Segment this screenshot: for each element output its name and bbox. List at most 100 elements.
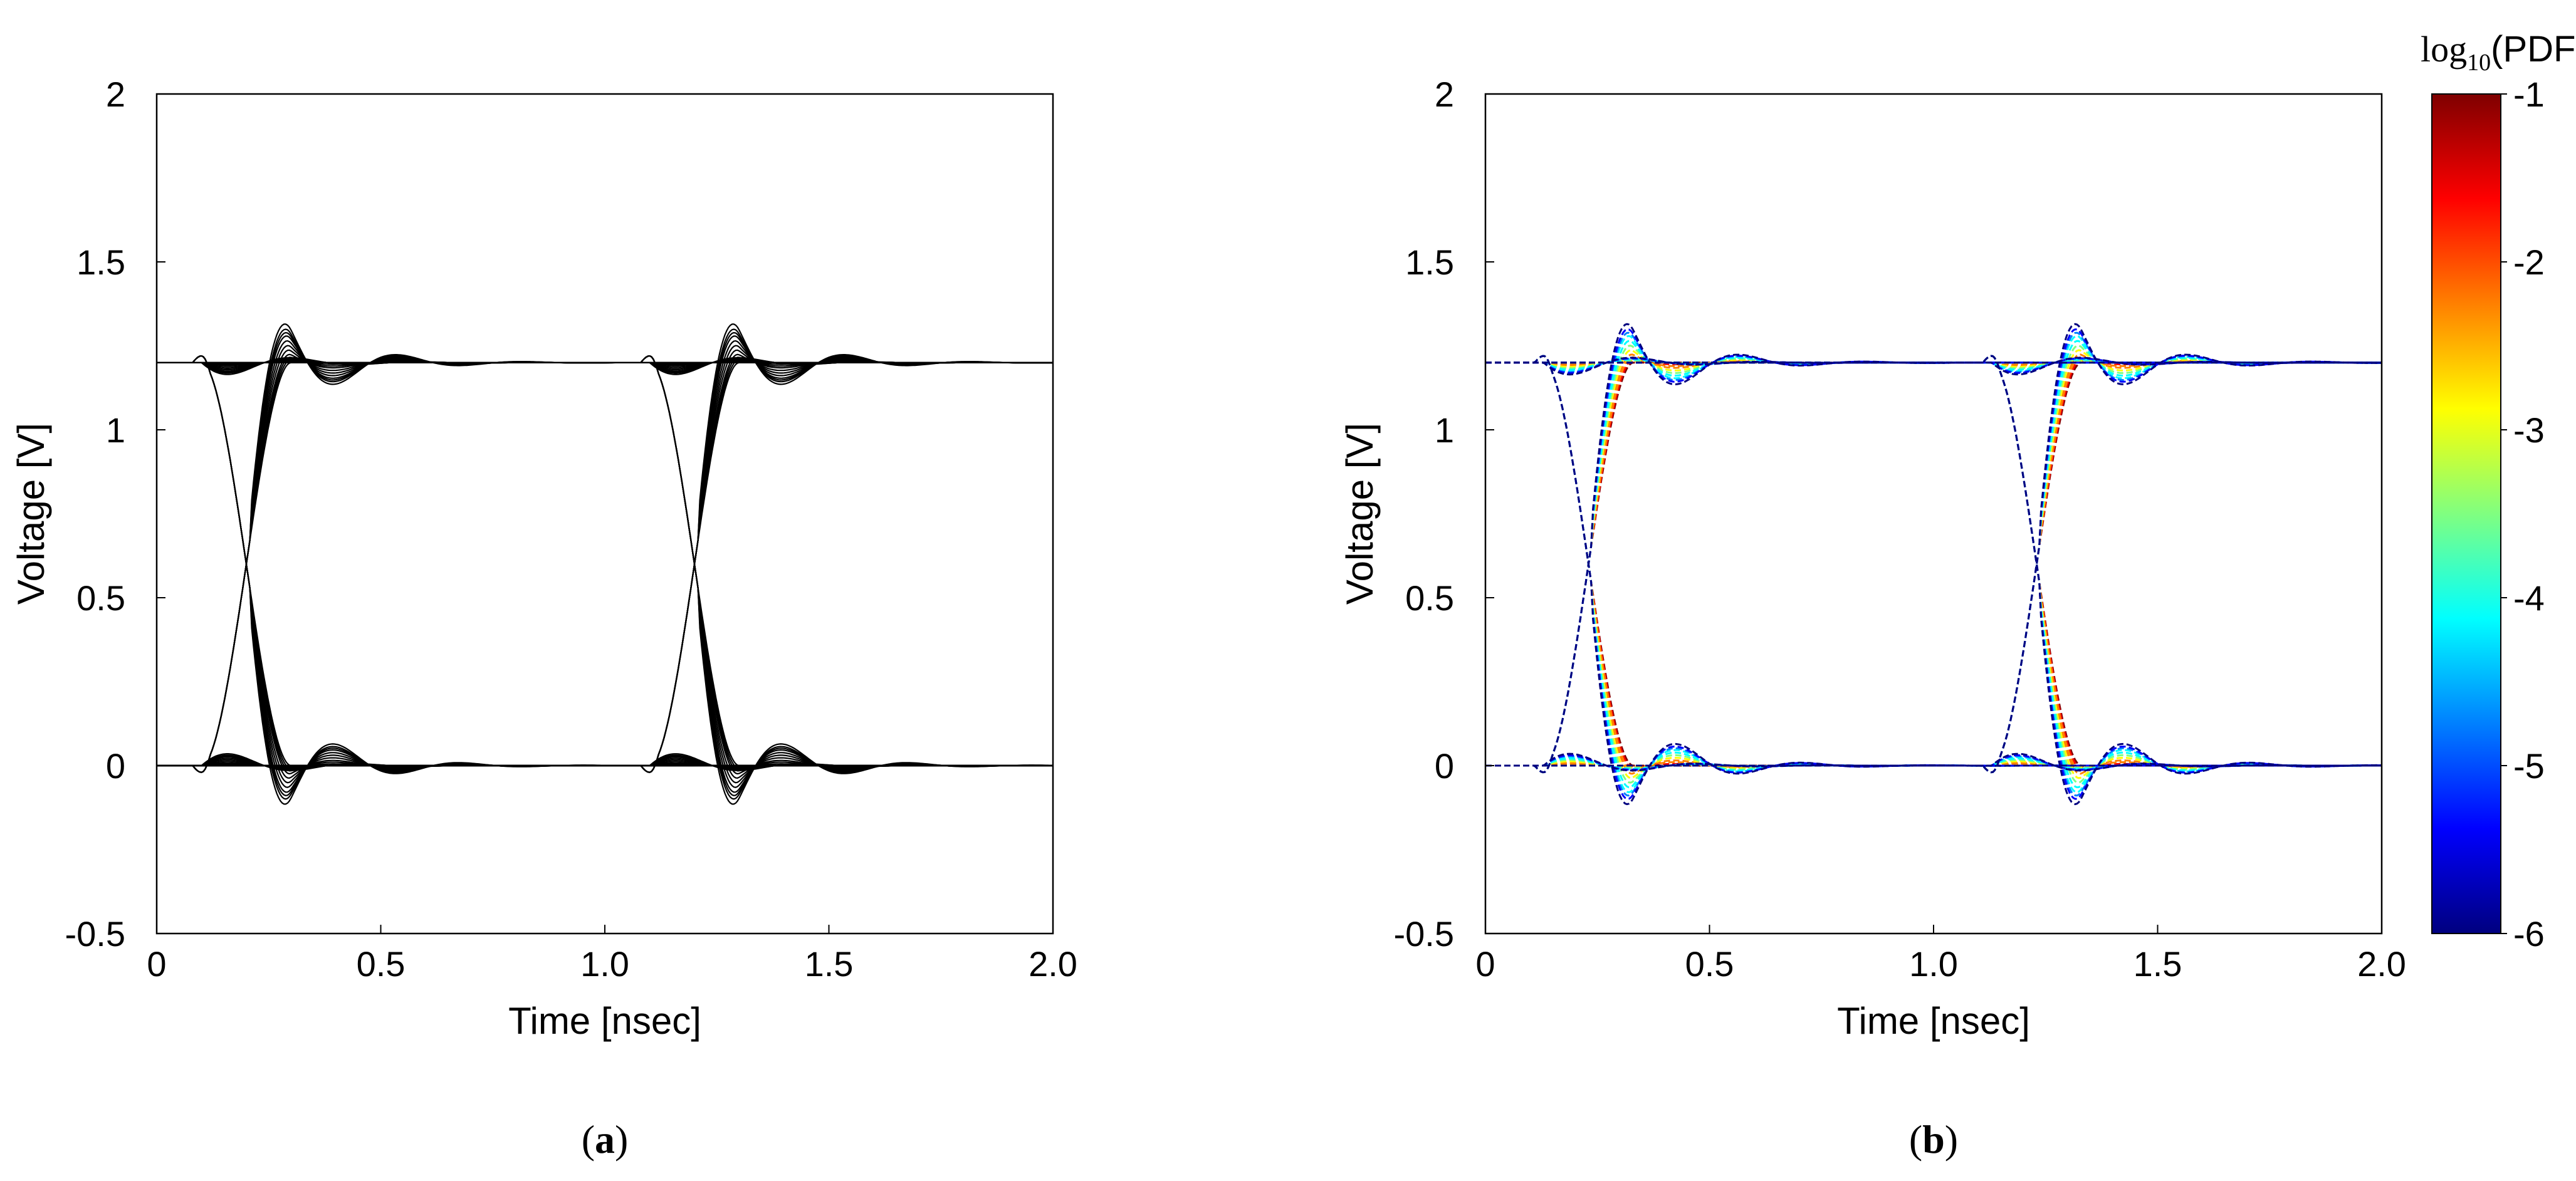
trace-line: [157, 355, 1053, 788]
trace-line: [157, 331, 1053, 773]
trace-line: [157, 331, 1053, 773]
trace-line: [157, 355, 1053, 796]
trace-line: [157, 335, 1053, 773]
trace-line: [157, 323, 1053, 773]
trace-line: [157, 355, 1053, 775]
panel-b-traces: [1485, 323, 2382, 806]
trace-line: [1485, 356, 2382, 774]
colorbar-tick-label: -1: [2513, 75, 2545, 114]
x-tick-label: 2.0: [1029, 944, 1077, 984]
trace-line: [157, 359, 1053, 773]
trace-line: [157, 349, 1053, 773]
trace-line: [157, 355, 1053, 767]
trace-line: [157, 355, 1053, 769]
trace-line: [1485, 355, 2382, 769]
trace-line: [157, 355, 1053, 772]
panel-a-caption-letter: a: [595, 1117, 615, 1162]
trace-line: [157, 355, 1053, 800]
trace-line: [1485, 355, 2382, 800]
trace-line: [1485, 355, 2382, 789]
trace-line: [1485, 355, 2382, 800]
trace-line: [157, 356, 1053, 773]
trace-line: [157, 752, 1053, 772]
panel-b-caption-letter: b: [1922, 1117, 1945, 1162]
panel-a-plot-frame: [155, 93, 1054, 935]
trace-line: [157, 340, 1053, 773]
x-tick-label: 2.0: [2357, 944, 2406, 984]
colorbar-ticks: -1 -2 -3 -4 -5 -6: [2501, 75, 2545, 954]
trace-line: [1485, 355, 2382, 773]
trace-line: [157, 355, 1053, 784]
y-tick-label: 2: [1435, 75, 1454, 114]
panel-a-y-axis-label: Voltage [V]: [10, 423, 52, 605]
trace-line: [1485, 335, 2382, 774]
trace-line: [1485, 355, 2382, 797]
trace-line: [157, 355, 1053, 772]
y-tick-label: 1.5: [76, 242, 125, 282]
trace-line: [157, 355, 1053, 800]
trace-line: [1485, 349, 2382, 774]
trace-line: [157, 362, 1053, 773]
trace-line: [1485, 359, 2382, 774]
x-tick-label: 1.0: [1909, 944, 1958, 984]
trace-line: [157, 328, 1053, 773]
trace-line: [157, 355, 1053, 793]
trace-line: [1485, 340, 2382, 774]
trace-line: [157, 356, 1053, 375]
trace-line: [157, 355, 1053, 767]
colorbar-title-pdf: (PDF): [2491, 29, 2576, 70]
x-tick-label: 0: [1475, 944, 1495, 984]
trace-line: [1485, 355, 2382, 767]
trace-line: [1485, 328, 2382, 774]
trace-line: [157, 335, 1053, 773]
panel-a-x-axis-label: Time [nsec]: [508, 1000, 701, 1042]
panel-a-x-ticks: 0 0.5 1.0 1.5 2.0: [147, 925, 1077, 984]
panel-a-chart: 0 0.5 1.0 1.5 2.0 -0.500.511.52 Time [nsec] …: [10, 75, 1077, 1162]
panel-b-x-axis-label: Time [nsec]: [1837, 1000, 2030, 1042]
y-tick-label: -0.5: [1394, 914, 1455, 954]
trace-line: [157, 355, 1053, 784]
panel-a-traces: [157, 323, 1053, 805]
trace-line: [157, 323, 1053, 773]
trace-line: [157, 345, 1053, 773]
trace-line: [1485, 331, 2382, 774]
panel-b-chart: 0 0.5 1.0 1.5 2.0 -0.500.511.52 Time [nsec] …: [1339, 29, 2576, 1162]
y-tick-label: 0.5: [1405, 578, 1454, 618]
trace-line: [1485, 345, 2382, 774]
x-tick-label: 0.5: [1685, 944, 1734, 984]
trace-line: [1485, 356, 2382, 774]
panel-a-y-ticks: -0.5 0 0.5 1 1.5 2: [65, 75, 165, 954]
trace-line: [1485, 328, 2382, 774]
trace-line: [157, 355, 1053, 788]
trace-line: [1485, 356, 2382, 376]
trace-line: [1485, 359, 2382, 774]
trace-line: [1485, 355, 2382, 767]
trace-line: [1485, 355, 2382, 794]
colorbar-title-subscript: 10: [2467, 49, 2491, 76]
trace-line: [157, 359, 1053, 773]
colorbar-title: log10(PDF): [2421, 29, 2576, 76]
trace-line: [157, 355, 1053, 779]
trace-line: [157, 355, 1053, 805]
trace-line: [1485, 340, 2382, 774]
y-tick-label: 2: [106, 75, 125, 114]
y-tick-label: -0.5: [65, 914, 126, 954]
trace-line: [1485, 355, 2382, 789]
colorbar: -1 -2 -3 -4 -5 -6 log10(PDF): [2421, 29, 2576, 954]
panel-b-plot-frame: [1484, 93, 2383, 935]
trace-line: [157, 353, 1053, 773]
x-tick-label: 0.5: [357, 944, 406, 984]
trace-line: [1485, 353, 2382, 774]
trace-line: [157, 355, 1053, 796]
trace-line: [157, 355, 1053, 775]
trace-line: [1485, 331, 2382, 774]
trace-line: [1485, 349, 2382, 774]
colorbar-tick-label: -5: [2513, 746, 2545, 786]
trace-line: [157, 355, 1053, 769]
trace-line: [1485, 323, 2382, 774]
colorbar-tick-label: -2: [2513, 242, 2545, 282]
y-tick-label: 1.5: [1405, 242, 1454, 282]
panel-b-y-ticks: -0.5 0 0.5 1 1.5 2: [1394, 75, 1494, 954]
trace-line: [157, 328, 1053, 773]
